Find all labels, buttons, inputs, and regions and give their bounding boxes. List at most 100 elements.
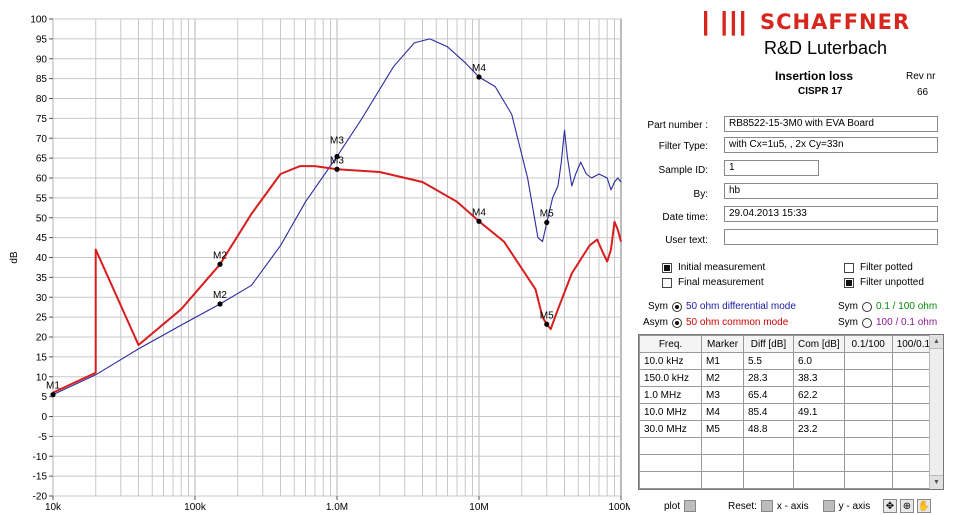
marker-point bbox=[544, 219, 550, 226]
table-cell bbox=[843, 437, 893, 455]
marker-label: M2 bbox=[213, 290, 227, 301]
table-cell bbox=[843, 386, 893, 404]
marker-point bbox=[334, 153, 340, 160]
x-tick-label: 100M bbox=[608, 502, 630, 513]
table-cell bbox=[843, 471, 893, 489]
marker-point bbox=[50, 392, 56, 398]
y-tick-label: 65 bbox=[36, 154, 48, 165]
table-cell: 1.0 MHz bbox=[639, 386, 702, 404]
table-cell: M3 bbox=[701, 386, 744, 404]
table-row[interactable] bbox=[639, 454, 936, 472]
by-field[interactable]: hb bbox=[724, 183, 938, 199]
table-cell bbox=[701, 454, 744, 472]
col-freq[interactable]: Freq. bbox=[639, 335, 702, 353]
y-axis-label: y - axis bbox=[838, 500, 871, 512]
mode-b-radio[interactable]: Sym 100 / 0.1 ohm bbox=[838, 317, 937, 328]
reset-controls: Reset: x - axis y - axis bbox=[728, 500, 870, 512]
diff-mode-radio[interactable]: Sym 50 ohm differential mode bbox=[640, 301, 796, 312]
sym-label: Sym bbox=[648, 301, 668, 312]
mode-a-radio[interactable]: Sym 0.1 / 100 ohm bbox=[838, 301, 937, 312]
report-title: Insertion loss bbox=[775, 69, 854, 83]
hand-icon[interactable]: ✋ bbox=[917, 499, 931, 513]
y-tick-label: 15 bbox=[36, 352, 48, 363]
table-cell: 85.4 bbox=[743, 403, 794, 421]
part-number-field[interactable]: RB8522-15-3M0 with EVA Board bbox=[724, 116, 938, 132]
mode-a-label: 0.1 / 100 ohm bbox=[876, 301, 938, 312]
marker-point bbox=[476, 74, 482, 80]
y-tick-label: 50 bbox=[36, 213, 48, 224]
insertion-loss-chart[interactable]: -20 -15 -10 -5 0 5 10 15 20 25 30 35 40 45 50 55 60 65 70 7… bbox=[0, 0, 630, 515]
filter-potted-checkbox[interactable]: Filter potted bbox=[844, 262, 913, 273]
table-cell: 38.3 bbox=[793, 369, 845, 387]
scroll-up-icon[interactable]: ▲ bbox=[930, 335, 943, 349]
com-mode-label: 50 ohm common mode bbox=[686, 317, 789, 328]
com-mode-radio[interactable]: Asym 50 ohm common mode bbox=[640, 317, 788, 328]
final-measurement-label: Final measurement bbox=[678, 277, 764, 288]
user-text-field[interactable] bbox=[724, 229, 938, 245]
zoom-icon[interactable]: ⊕ bbox=[900, 499, 914, 513]
reset-y-button[interactable] bbox=[822, 500, 835, 512]
radio-selected-icon bbox=[672, 317, 682, 328]
y-axis-label: dB bbox=[9, 251, 20, 264]
table-row[interactable] bbox=[639, 471, 936, 489]
col-01-100[interactable]: 0.1/100 bbox=[843, 335, 893, 353]
table-row[interactable] bbox=[639, 437, 936, 455]
department-subtitle: R&D Luterbach bbox=[764, 38, 888, 58]
table-cell: 150.0 kHz bbox=[639, 369, 702, 387]
report-standard: CISPR 17 bbox=[798, 86, 843, 97]
sample-id-field[interactable]: 1 bbox=[724, 160, 819, 176]
marker-table[interactable]: Freq. Marker Diff [dB] Com [dB] 0.1/100 … bbox=[638, 334, 944, 490]
table-cell: 28.3 bbox=[743, 369, 794, 387]
plot-toggle-button[interactable] bbox=[684, 500, 697, 512]
y-tick-label: -10 bbox=[33, 452, 48, 463]
reset-x-button[interactable] bbox=[760, 500, 773, 512]
checkbox-checked-icon bbox=[844, 277, 854, 288]
marker-label: M3 bbox=[330, 155, 344, 166]
col-marker[interactable]: Marker bbox=[701, 335, 744, 353]
table-cell bbox=[639, 471, 702, 489]
radio-unselected-icon bbox=[862, 317, 872, 328]
schaffner-logo: | ||| SCHAFFNER bbox=[702, 2, 952, 37]
y-tick-label: 35 bbox=[36, 273, 48, 284]
initial-measurement-checkbox[interactable]: Initial measurement bbox=[662, 262, 765, 273]
table-cell bbox=[743, 471, 794, 489]
filter-potted-label: Filter potted bbox=[860, 262, 913, 273]
sym2-label: Sym bbox=[838, 301, 858, 312]
part-number-label: Part number : bbox=[647, 120, 708, 131]
filter-unpotted-checkbox[interactable]: Filter unpotted bbox=[844, 277, 924, 288]
plot-control[interactable]: plot bbox=[664, 500, 700, 512]
logo-bars: | ||| bbox=[702, 6, 749, 36]
table-row[interactable]: 10.0 MHz M4 85.4 49.1 bbox=[639, 403, 936, 421]
filter-unpotted-label: Filter unpotted bbox=[860, 277, 924, 288]
table-scrollbar[interactable]: ▲ ▼ bbox=[929, 335, 943, 489]
table-cell: 65.4 bbox=[743, 386, 794, 404]
asym-label: Asym bbox=[643, 317, 668, 328]
marker-point bbox=[544, 321, 550, 327]
col-100-01[interactable]: 100/0.1 bbox=[891, 335, 936, 353]
col-com[interactable]: Com [dB] bbox=[793, 335, 845, 353]
table-row[interactable]: 150.0 kHz M2 28.3 38.3 bbox=[639, 369, 936, 387]
table-row[interactable]: 1.0 MHz M3 65.4 62.2 bbox=[639, 386, 936, 404]
sym3-label: Sym bbox=[838, 317, 858, 328]
col-diff[interactable]: Diff [dB] bbox=[743, 335, 794, 353]
move-icon[interactable]: ✥ bbox=[883, 499, 897, 513]
date-time-field[interactable]: 29.04.2013 15:33 bbox=[724, 206, 938, 222]
final-measurement-checkbox[interactable]: Final measurement bbox=[662, 277, 764, 288]
marker-point bbox=[334, 166, 340, 172]
series-line-com bbox=[52, 165, 622, 394]
table-row[interactable]: 30.0 MHz M5 48.8 23.2 bbox=[639, 420, 936, 438]
table-cell bbox=[639, 454, 702, 472]
table-cell bbox=[843, 454, 893, 472]
scroll-down-icon[interactable]: ▼ bbox=[930, 475, 943, 489]
checkbox-unchecked-icon bbox=[662, 277, 672, 288]
y-tick-label: 100 bbox=[30, 15, 47, 26]
filter-type-field[interactable]: with Cx=1u5, , 2x Cy=33n bbox=[724, 137, 938, 153]
table-cell: 10.0 kHz bbox=[639, 352, 702, 370]
table-cell: 6.0 bbox=[793, 352, 845, 370]
table-cell bbox=[793, 454, 845, 472]
table-row[interactable]: 10.0 kHz M1 5.5 6.0 bbox=[639, 352, 936, 370]
filter-type-label: Filter Type: bbox=[658, 141, 708, 152]
y-tick-label: 90 bbox=[36, 54, 48, 65]
x-tick-label: 100k bbox=[184, 502, 207, 513]
y-tick-label: 60 bbox=[36, 174, 48, 185]
